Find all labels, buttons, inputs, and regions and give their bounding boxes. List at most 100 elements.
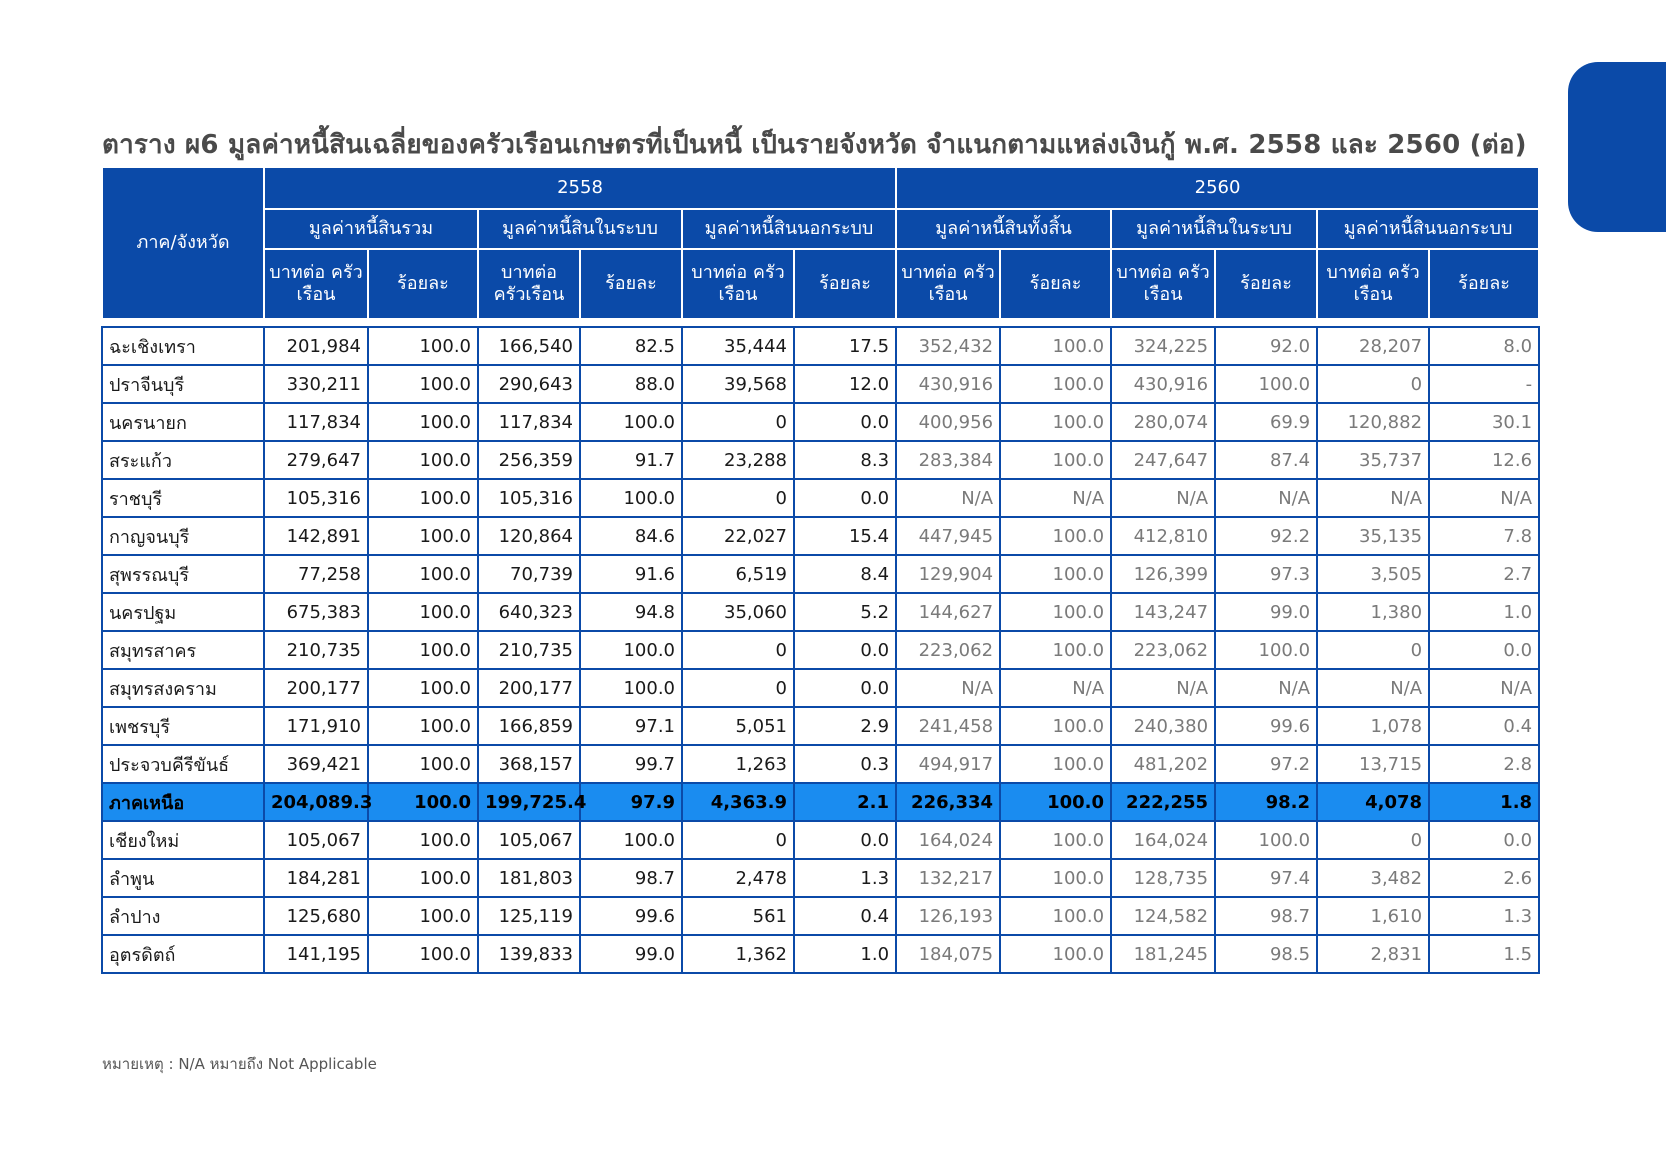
value-cell: 100.0: [999, 744, 1113, 784]
value-cell: 0.0: [1428, 820, 1541, 860]
value-cell: 0: [1316, 364, 1431, 404]
value-cell: 184,075: [895, 934, 1002, 974]
table-row: ลำปาง 125,680 100.0 125,119 99.6 561 0.4 126,19…: [101, 896, 1541, 936]
value-cell: 164,024: [895, 820, 1002, 860]
value-cell: 222,255: [1110, 782, 1217, 822]
value-cell: 144,627: [895, 592, 1002, 632]
value-cell: 92.2: [1214, 516, 1319, 556]
group-header: มูลค่าหนี้สินทั้งสิ้น: [895, 208, 1113, 250]
value-cell: 204,089.3: [263, 782, 372, 822]
value-cell: 100.0: [999, 364, 1113, 404]
table-row: กาญจนบุรี 142,891 100.0 120,864 84.6 22,027 15…: [101, 516, 1541, 556]
value-cell: 100.0: [999, 592, 1113, 632]
unit-header-percent: ร้อยละ: [999, 248, 1113, 320]
value-cell: 100.0: [367, 706, 479, 746]
value-cell: 94.8: [579, 592, 683, 632]
value-cell: 324,225: [1110, 326, 1217, 366]
table-row: สมุทรสาคร 210,735 100.0 210,735 100.0 0 0.0 223…: [101, 630, 1541, 670]
unit-header-percent: ร้อยละ: [1428, 248, 1541, 320]
value-cell: 0.4: [792, 896, 898, 936]
table-row: ลำพูน 184,281 100.0 181,803 98.7 2,478 1.3 132,…: [101, 858, 1541, 898]
table-row: เชียงใหม่ 105,067 100.0 105,067 100.0 0 0.0 164…: [101, 820, 1541, 860]
value-cell: 125,119: [477, 896, 581, 936]
value-cell: 2.8: [1428, 744, 1541, 784]
table-row: ราชบุรี 105,316 100.0 105,316 100.0 0 0.0 N/A N/…: [101, 478, 1541, 518]
value-cell: N/A: [1214, 668, 1319, 708]
value-cell: 100.0: [999, 326, 1113, 366]
value-cell: 200,177: [263, 668, 369, 708]
value-cell: 125,680: [263, 896, 369, 936]
value-cell: 97.9: [579, 782, 683, 822]
value-cell: 35,135: [1316, 516, 1431, 556]
value-cell: 30.1: [1428, 402, 1541, 442]
value-cell: N/A: [1214, 478, 1319, 518]
value-cell: 1,263: [681, 744, 795, 784]
value-cell: 0.0: [792, 402, 898, 442]
value-cell: 88.0: [579, 364, 683, 404]
value-cell: 132,217: [895, 858, 1002, 898]
unit-header-baht: บาทต่อ ครัวเรือน: [1316, 248, 1431, 320]
value-cell: 1,380: [1316, 592, 1431, 632]
value-cell: 430,916: [895, 364, 1002, 404]
value-cell: 100.0: [999, 934, 1113, 974]
value-cell: 5,051: [681, 706, 795, 746]
table-row: ปราจีนบุรี 330,211 100.0 290,643 88.0 39,568 1…: [101, 364, 1541, 404]
value-cell: 100.0: [367, 668, 479, 708]
value-cell: 91.6: [579, 554, 683, 594]
value-cell: 98.5: [1214, 934, 1319, 974]
table-row: อุตรดิตถ์ 141,195 100.0 139,833 99.0 1,362 1.0…: [101, 934, 1541, 974]
value-cell: 0.0: [1428, 630, 1541, 670]
value-cell: 98.2: [1214, 782, 1319, 822]
value-cell: 181,803: [477, 858, 581, 898]
value-cell: 184,281: [263, 858, 369, 898]
value-cell: 1,610: [1316, 896, 1431, 936]
value-cell: 352,432: [895, 326, 1002, 366]
value-cell: 100.0: [367, 782, 479, 822]
province-name: สมุทรสาคร: [101, 630, 265, 670]
unit-header-baht: บาทต่อ ครัวเรือน: [895, 248, 1002, 320]
value-cell: 100.0: [367, 858, 479, 898]
header-gap-cell: [102, 319, 1540, 328]
unit-header-baht: บาทต่อ ครัวเรือน: [1110, 248, 1217, 320]
value-cell: 126,193: [895, 896, 1002, 936]
value-cell: 1.5: [1428, 934, 1541, 974]
value-cell: 430,916: [1110, 364, 1217, 404]
value-cell: 400,956: [895, 402, 1002, 442]
value-cell: 100.0: [367, 744, 479, 784]
value-cell: 70,739: [477, 554, 581, 594]
value-cell: 2.7: [1428, 554, 1541, 594]
value-cell: 117,834: [263, 402, 369, 442]
value-cell: 4,363.9: [681, 782, 795, 822]
value-cell: 3,482: [1316, 858, 1431, 898]
value-cell: N/A: [1428, 478, 1541, 518]
table-row: ฉะเชิงเทรา 201,984 100.0 166,540 82.5 35,444 1…: [101, 326, 1541, 366]
value-cell: 240,380: [1110, 706, 1217, 746]
value-cell: 4,078: [1316, 782, 1431, 822]
province-name: เพชรบุรี: [101, 706, 265, 746]
value-cell: 129,904: [895, 554, 1002, 594]
province-name: สมุทรสงคราม: [101, 668, 265, 708]
value-cell: 100.0: [367, 516, 479, 556]
value-cell: 0: [681, 402, 795, 442]
table-row: สระแก้ว 279,647 100.0 256,359 91.7 23,288 8.3 2…: [101, 440, 1541, 480]
group-header: มูลค่าหนี้สินในระบบ: [477, 208, 683, 250]
value-cell: 97.3: [1214, 554, 1319, 594]
value-cell: 100.0: [579, 668, 683, 708]
value-cell: 100.0: [999, 516, 1113, 556]
value-cell: 100.0: [579, 630, 683, 670]
value-cell: N/A: [1316, 478, 1431, 518]
value-cell: 120,864: [477, 516, 581, 556]
value-cell: 2,478: [681, 858, 795, 898]
value-cell: 13,715: [1316, 744, 1431, 784]
group-header: มูลค่าหนี้สินนอกระบบ: [1316, 208, 1541, 250]
province-name: ฉะเชิงเทรา: [101, 326, 265, 366]
province-name: ภาคเหนือ: [101, 782, 265, 822]
value-cell: 164,024: [1110, 820, 1217, 860]
value-cell: N/A: [1316, 668, 1431, 708]
footnote: หมายเหตุ : N/A หมายถึง Not Applicable: [102, 1055, 377, 1073]
value-cell: 368,157: [477, 744, 581, 784]
value-cell: 100.0: [999, 554, 1113, 594]
unit-header-percent: ร้อยละ: [1214, 248, 1319, 320]
unit-header-percent: ร้อยละ: [367, 248, 479, 320]
value-cell: 675,383: [263, 592, 369, 632]
